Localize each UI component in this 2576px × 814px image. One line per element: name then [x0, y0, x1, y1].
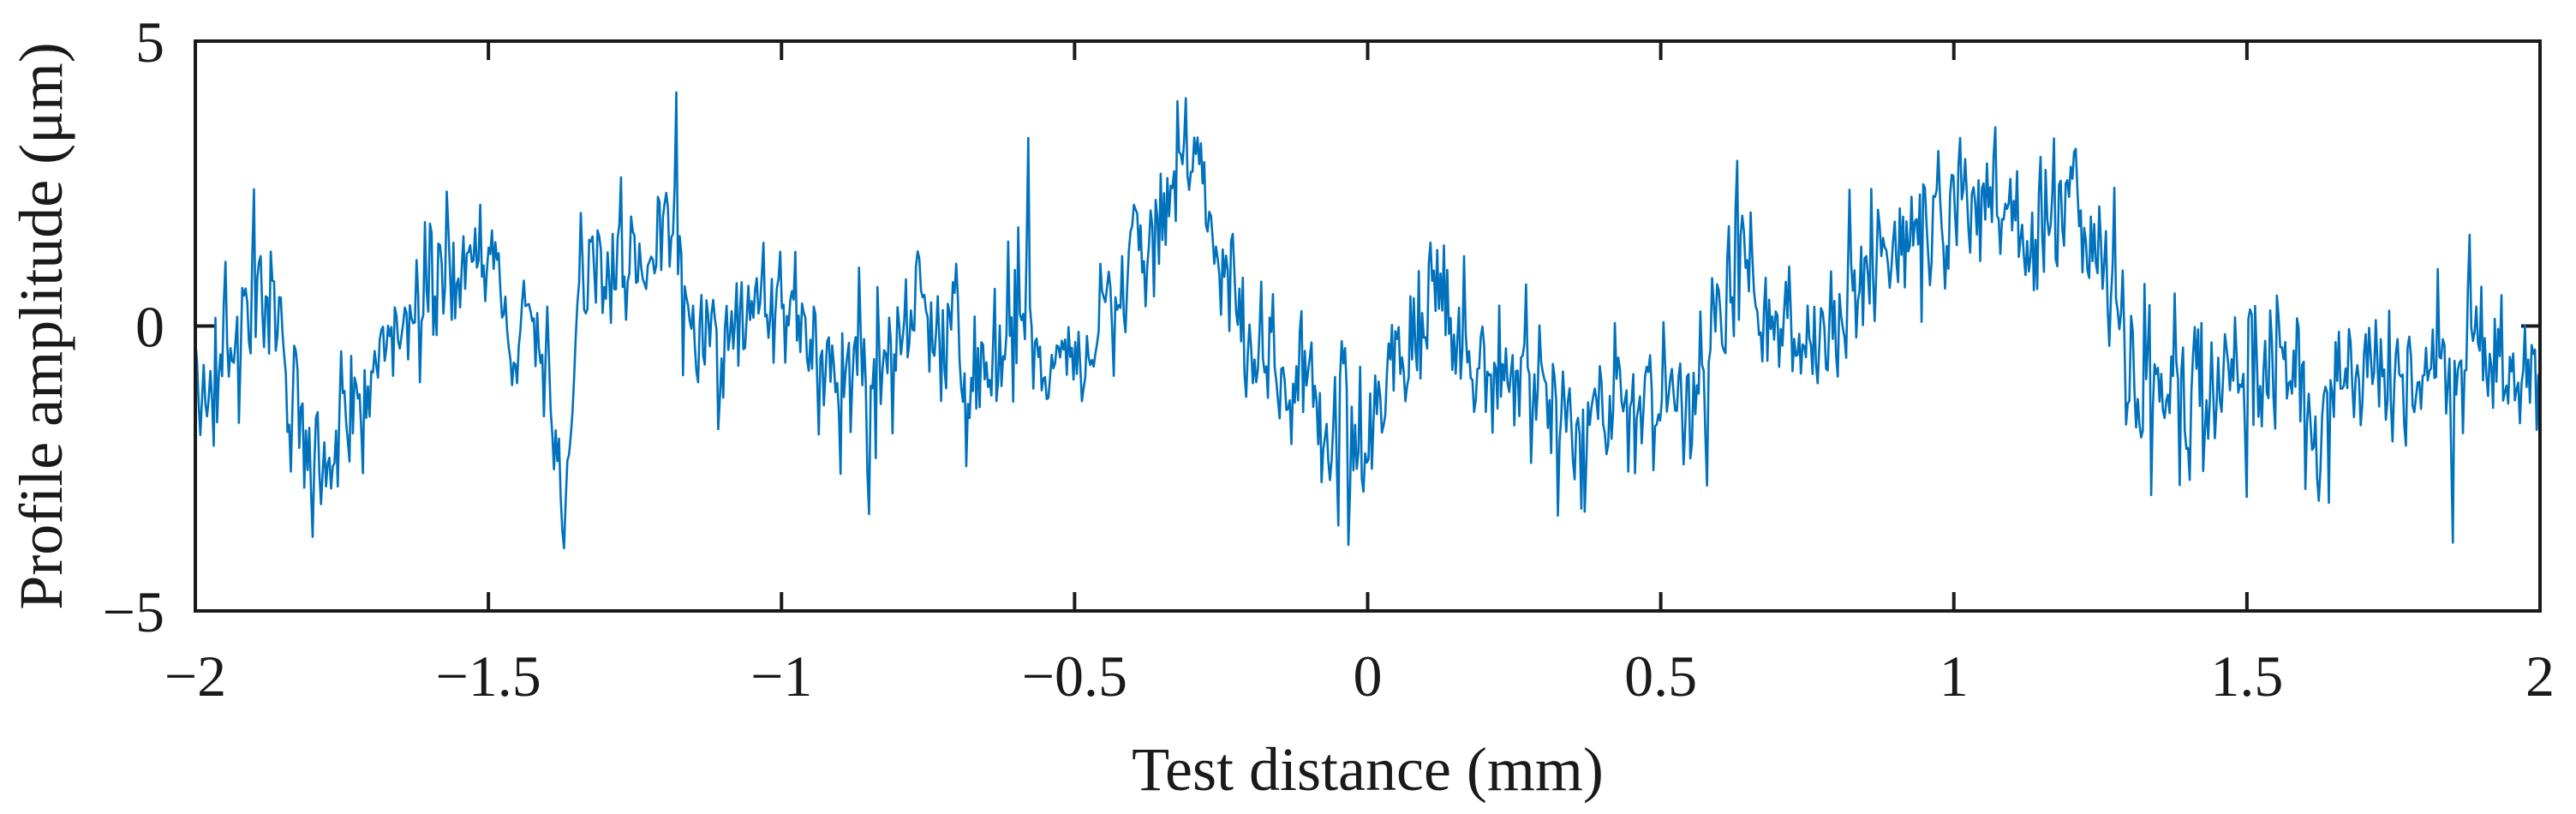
x-tick-label: 2 — [2525, 643, 2555, 709]
x-tick-label: 1.5 — [2210, 643, 2283, 709]
series-layer — [194, 91, 2542, 550]
x-tick-label: 1 — [1939, 643, 1969, 709]
x-tick-label: −1.5 — [435, 643, 541, 709]
x-tick-label: −1 — [750, 643, 812, 709]
y-tick-label: −5 — [103, 579, 164, 644]
plot-frame — [194, 39, 2542, 613]
x-tick-label: −2 — [164, 643, 226, 709]
y-tick-label: 5 — [135, 9, 164, 75]
series-line-profile — [194, 91, 2542, 550]
x-tick-labels: −2 −1.5 −1 −0.5 0 0.5 1 1.5 2 — [164, 643, 2555, 709]
y-tick-labels: −5 0 5 — [103, 9, 164, 644]
x-axis-label: Test distance (mm) — [1132, 735, 1604, 804]
x-tick-label: 0.5 — [1624, 643, 1697, 709]
x-tick-label: 0 — [1354, 643, 1383, 709]
y-axis-label: Profile amplitude (μm) — [7, 42, 75, 609]
y-tick-label: 0 — [135, 295, 164, 360]
x-tick-label: −0.5 — [1022, 643, 1127, 709]
